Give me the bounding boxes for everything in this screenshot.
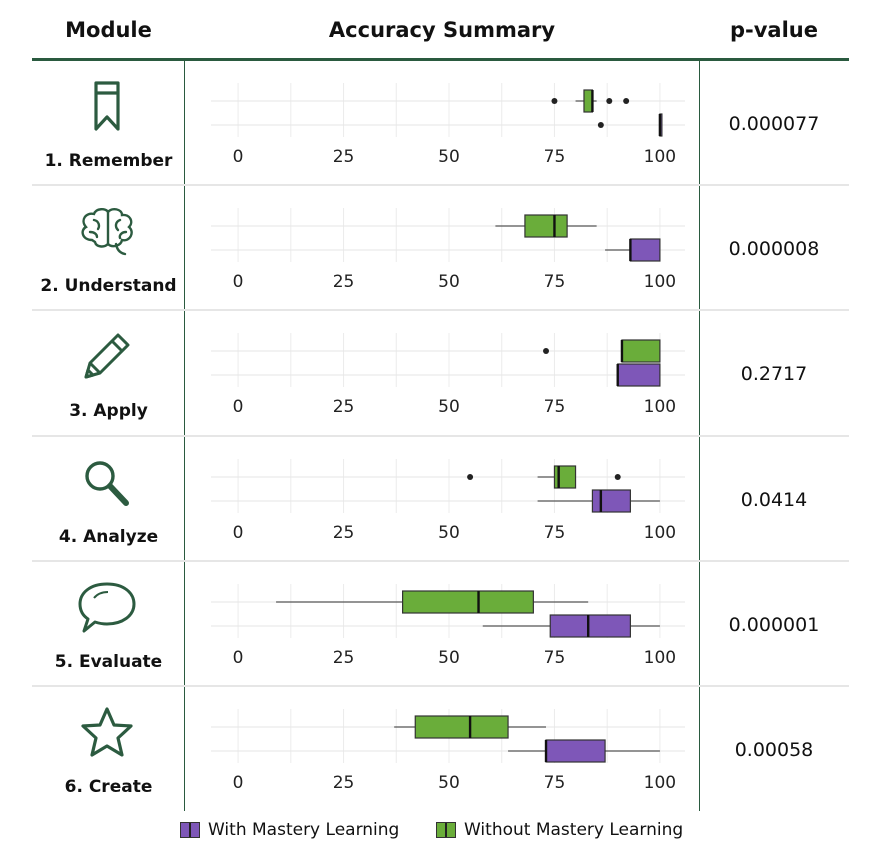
module-label: 2. Understand [40,276,177,297]
with-mastery-box [545,739,606,763]
x-tick-label: 0 [233,773,244,793]
row-separator [32,559,849,562]
without-mastery-box [402,590,534,614]
boxplot-panel: 0 25 50 75 100 [211,83,685,167]
x-tick-label: 100 [644,523,676,543]
x-tick-label: 75 [544,272,566,292]
module-label: 3. Apply [69,401,148,422]
header-rule [32,58,849,61]
x-tick-label: 50 [438,648,460,668]
with-mastery-box [617,363,661,387]
x-tick-label: 0 [233,147,244,167]
module-row: 2. Understand 0.000008 0 25 50 75 100 [32,186,849,312]
module-row: 1. Remember 0.000077 0 25 50 75 100 [32,61,849,187]
x-tick-label: 50 [438,272,460,292]
x-tick-label: 100 [644,272,676,292]
module-label: 4. Analyze [58,526,159,547]
x-tick-label: 0 [233,523,244,543]
x-tick-label: 25 [333,272,355,292]
with-mastery-box [629,238,661,262]
module-label: 6. Create [64,777,153,797]
without-mastery-outlier-0 [467,473,474,480]
legend-swatch-without [436,822,456,838]
x-tick-label: 50 [438,773,460,793]
p-value-cell: 0.000008 [728,238,820,261]
boxplot-panel: 0 25 50 75 100 [211,583,685,668]
legend-label-without: Without Mastery Learning [464,820,684,840]
x-tick-label: 50 [438,523,460,543]
without-mastery-outlier-1 [606,98,613,104]
module-row: 4. Analyze 0.0414 0 25 50 75 100 [32,437,849,562]
boxplot-panel: 0 25 50 75 100 [211,208,685,292]
x-tick-label: 0 [233,648,244,668]
without-mastery-box [621,339,661,363]
row-separator [32,684,849,687]
boxplot-panel: 0 25 50 75 100 [211,709,685,793]
with-mastery-box [549,614,631,638]
module-header: Module [65,18,152,42]
magnifier-icon [85,460,129,506]
p-value-cell: 0.00058 [734,739,814,761]
x-tick-label: 75 [544,648,566,668]
row-separator [32,309,849,312]
without-mastery-outlier-0 [551,98,558,104]
boxplot-panel: 0 25 50 75 100 [211,333,685,417]
row-separator [32,434,849,437]
x-tick-label: 50 [438,397,460,417]
speech-bubble-icon [78,582,136,633]
p-value-cell: 0.0414 [740,488,808,511]
row-separator [32,184,849,187]
star-icon [81,707,133,757]
x-tick-label: 75 [544,773,566,793]
legend-item-with: With Mastery Learning [180,820,399,840]
x-tick-label: 25 [333,648,355,668]
with-mastery-outlier-0 [597,122,604,128]
x-tick-label: 100 [644,397,676,417]
x-tick-label: 25 [333,147,355,167]
module-row: 3. Apply 0.2717 0 25 50 75 100 [32,311,849,437]
without-mastery-box [524,214,568,238]
x-tick-label: 100 [644,147,676,167]
with-mastery-box [591,488,631,513]
module-label: 5. Evaluate [54,651,163,672]
module-row: 6. Create 0.00058 0 25 50 75 100 [32,687,849,812]
x-tick-label: 25 [333,773,355,793]
pencil-icon [84,333,130,379]
without-mastery-outlier-1 [614,473,621,480]
p-value-header: p-value [730,18,818,42]
x-tick-label: 25 [333,523,355,543]
x-tick-label: 100 [644,773,676,793]
without-mastery-outlier-2 [623,98,630,104]
x-tick-label: 75 [544,523,566,543]
p-value-cell: 0.000001 [728,613,820,636]
accuracy-summary-header: Accuracy Summary [328,18,556,42]
legend-swatch-with [180,822,200,838]
without-mastery-box [583,89,594,113]
x-tick-label: 0 [233,272,244,292]
x-tick-label: 100 [644,648,676,668]
x-tick-label: 75 [544,397,566,417]
x-tick-label: 50 [438,147,460,167]
legend-item-without: Without Mastery Learning [436,820,683,840]
boxplot-panel: 0 25 50 75 100 [211,458,685,543]
module-row: 5. Evaluate 0.000001 0 25 50 75 100 [32,562,849,687]
brain-icon [81,208,133,256]
x-tick-label: 75 [544,147,566,167]
x-tick-label: 25 [333,397,355,417]
bookmark-icon [94,81,120,131]
p-value-cell: 0.2717 [740,363,808,386]
p-value-cell: 0.000077 [728,113,820,135]
x-tick-label: 0 [233,397,244,417]
module-label: 1. Remember [44,151,173,171]
without-mastery-box [414,715,509,739]
legend-label-with: With Mastery Learning [208,820,400,840]
legend: With Mastery Learning Without Mastery Le… [180,820,780,846]
without-mastery-outlier-0 [543,348,550,355]
